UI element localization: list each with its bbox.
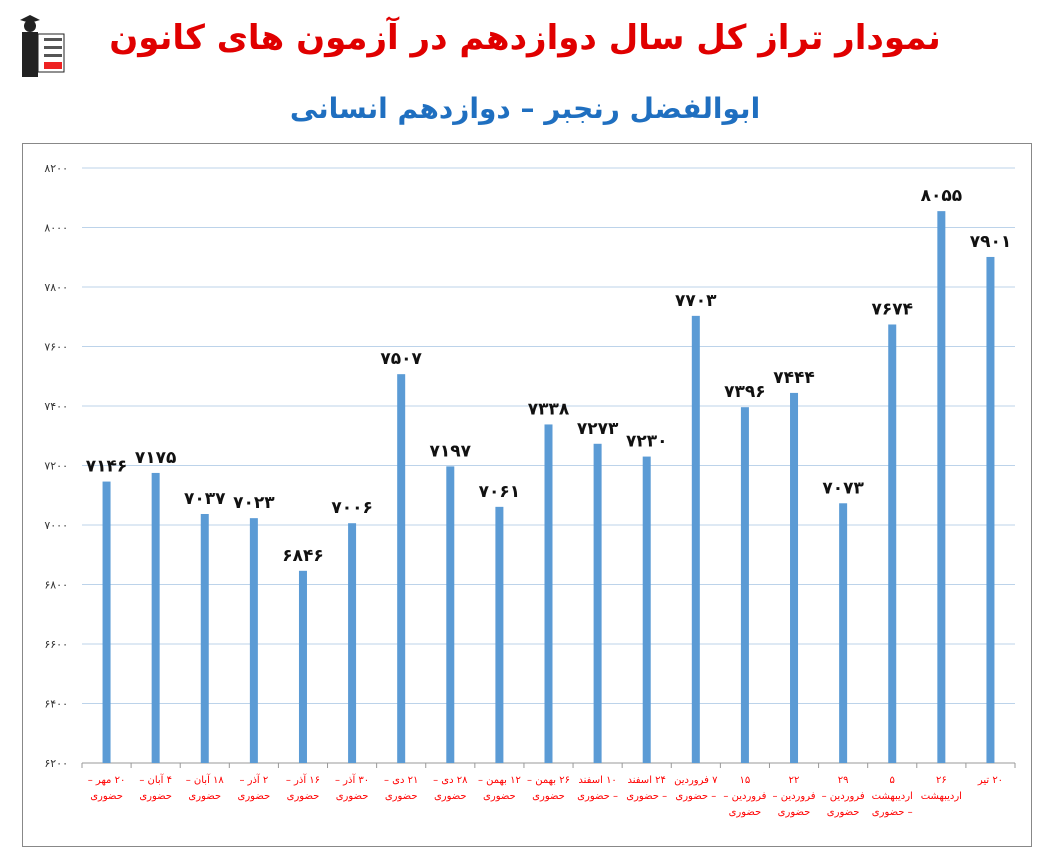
bar: [937, 211, 946, 763]
x-tick-label: حضوری: [483, 791, 516, 802]
bar: [348, 523, 357, 763]
y-tick-label: ۶۸۰۰: [44, 579, 68, 592]
x-tick-label: حضوری: [90, 791, 123, 802]
x-tick-label: حضوری: [778, 807, 811, 818]
bar: [298, 570, 307, 763]
x-tick-label: فروردین –: [723, 791, 766, 802]
data-label: ۷۱۷۵: [135, 448, 177, 468]
x-tick-label: ۲۶ بهمن –: [527, 775, 570, 786]
x-tick-label: ۱۸ آبان –: [186, 773, 225, 786]
y-tick-label: ۸۲۰۰: [44, 162, 68, 175]
x-tick-label: حضوری: [238, 791, 271, 802]
data-label: ۷۰۲۳: [233, 493, 275, 513]
bar: [544, 424, 553, 763]
bar: [200, 513, 209, 763]
x-tick-label: ۱۰ اسفند: [578, 775, 616, 786]
y-tick-label: ۸۰۰۰: [44, 222, 68, 235]
x-tick-label: ۲۸ دی –: [433, 775, 468, 786]
x-tick-label: ۲۰ تیر: [977, 775, 1003, 786]
y-tick-label: ۶۶۰۰: [44, 638, 68, 651]
x-tick-label: ۲۱ دی –: [384, 775, 418, 786]
chart-title: نمودار تراز کل سال دوازدهم در آزمون های …: [109, 18, 941, 58]
data-label: ۷۲۷۳: [577, 419, 619, 439]
y-tick-label: ۷۴۰۰: [44, 400, 68, 413]
bar: [986, 256, 995, 763]
data-label: ۷۱۹۷: [430, 441, 472, 461]
bar: [151, 472, 160, 763]
x-tick-label: حضوری: [385, 791, 418, 802]
x-tick-label: اردیبهشت: [921, 791, 962, 802]
x-tick-label: حضوری: [434, 791, 467, 802]
x-tick-label: ۲۴ اسفند: [627, 775, 665, 786]
data-label: ۷۲۳۰: [626, 432, 668, 452]
y-tick-label: ۶۴۰۰: [44, 698, 68, 711]
x-tick-label: ۲۰ مهر –: [88, 775, 126, 786]
y-tick-label: ۶۲۰۰: [44, 757, 68, 770]
x-tick-label: حضوری: [532, 791, 565, 802]
chart-frame: [22, 143, 1032, 847]
x-tick-label: حضوری: [188, 791, 221, 802]
bar: [446, 466, 455, 763]
bar: [691, 315, 700, 763]
x-tick-label: ۲ آذر –: [239, 773, 268, 786]
x-tick-label: اردیبهشت: [872, 791, 913, 802]
x-tick-label: – حضوری: [577, 791, 618, 802]
bar: [102, 481, 111, 763]
bar: [495, 506, 504, 763]
data-label: ۷۴۴۴: [773, 368, 815, 388]
x-tick-label: حضوری: [729, 807, 762, 818]
bar: [397, 374, 406, 763]
data-label: ۷۳۳۸: [528, 399, 570, 419]
x-tick-label: حضوری: [336, 791, 369, 802]
x-tick-label: حضوری: [827, 807, 860, 818]
x-tick-label: فروردین –: [822, 791, 865, 802]
x-tick-label: ۲۶: [936, 775, 947, 786]
x-tick-label: ۴ آبان –: [139, 773, 172, 786]
data-label: ۷۵۰۷: [380, 349, 422, 369]
x-tick-label: ۵: [890, 775, 895, 786]
x-tick-label: فروردین –: [773, 791, 816, 802]
y-tick-label: ۷۶۰۰: [44, 341, 68, 354]
x-tick-label: – حضوری: [872, 807, 913, 818]
data-label: ۷۹۰۱: [970, 232, 1012, 252]
data-label: ۸۰۵۵: [921, 186, 963, 206]
bar: [888, 324, 897, 763]
data-label: ۷۰۳۷: [184, 489, 226, 509]
bar: [593, 443, 602, 763]
x-tick-label: ۲۲: [789, 775, 800, 786]
bar: [249, 518, 258, 763]
kanoon-logo: [18, 12, 68, 82]
bar: [740, 407, 749, 763]
x-tick-label: ۱۶ آذر –: [286, 773, 320, 786]
bar: [790, 392, 799, 763]
x-tick-label: ۷ فروردین: [674, 775, 718, 786]
x-tick-label: حضوری: [287, 791, 320, 802]
x-tick-label: ۱۲ بهمن –: [478, 775, 521, 786]
data-label: ۷۳۹۶: [724, 382, 766, 402]
y-tick-label: ۷۸۰۰: [44, 281, 68, 294]
x-tick-label: ۱۵: [740, 775, 751, 786]
bar: [642, 456, 651, 763]
bar: [839, 503, 848, 763]
y-tick-label: ۷۲۰۰: [44, 460, 68, 473]
chart-subtitle: ابوالفضل رنجبر – دوازدهم انسانی: [289, 92, 761, 125]
x-tick-label: ۳۰ آذر –: [335, 773, 369, 786]
x-tick-label: – حضوری: [626, 791, 667, 802]
data-label: ۷۷۰۳: [675, 291, 717, 311]
data-label: ۷۰۷۳: [822, 478, 864, 498]
x-tick-label: حضوری: [139, 791, 172, 802]
y-tick-label: ۷۰۰۰: [44, 519, 68, 532]
data-label: ۷۰۰۶: [331, 498, 373, 518]
x-tick-label: – حضوری: [675, 791, 716, 802]
data-label: ۶۸۴۶: [282, 546, 324, 566]
data-label: ۷۱۴۶: [86, 457, 128, 477]
x-tick-label: ۲۹: [838, 775, 849, 786]
data-label: ۷۶۷۴: [871, 299, 913, 319]
data-label: ۷۰۶۱: [479, 482, 521, 502]
